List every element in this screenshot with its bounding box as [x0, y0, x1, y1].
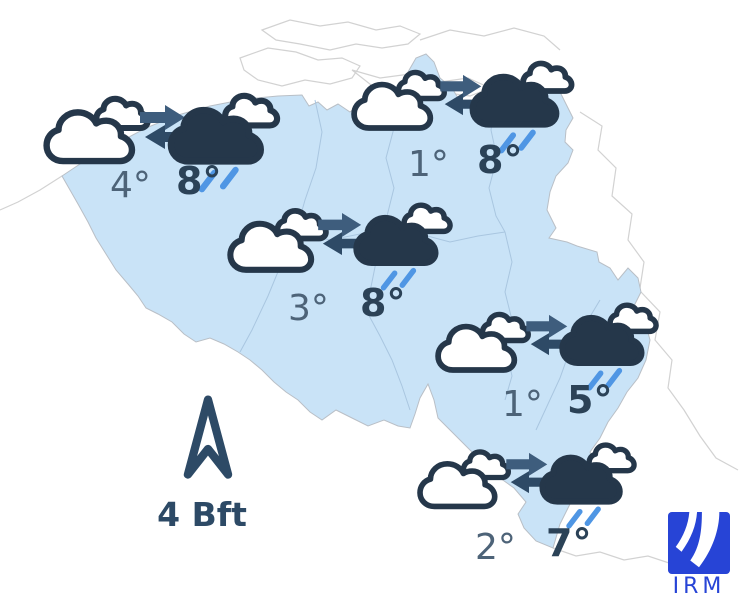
- cloudy-icon: [416, 442, 514, 513]
- temp-min: 1°: [502, 384, 543, 425]
- cloudy-icon: [434, 304, 534, 377]
- temp-max: 8°: [477, 138, 523, 182]
- irm-logo-icon: [668, 512, 730, 574]
- temp-min: 4°: [110, 165, 151, 206]
- wind-speed-label: 4 Bft: [157, 495, 247, 534]
- cloudy-icon: [42, 88, 154, 168]
- cloudy-icon: [226, 200, 332, 277]
- rain-cloud-icon: [352, 200, 456, 292]
- temp-min: 1°: [408, 144, 449, 185]
- rain-cloud-icon: [538, 440, 640, 530]
- temp-max: 8°: [176, 159, 222, 203]
- irm-logo-text: IRM: [672, 574, 726, 599]
- temp-min: 3°: [288, 288, 329, 329]
- temp-max: 7°: [546, 521, 592, 565]
- neighbor-borders: [0, 19, 739, 569]
- temp-max: 8°: [360, 281, 406, 325]
- temp-max: 5°: [567, 378, 613, 422]
- north-arrow-icon: [176, 392, 240, 484]
- temp-min: 2°: [475, 527, 516, 568]
- cloudy-icon: [350, 62, 450, 135]
